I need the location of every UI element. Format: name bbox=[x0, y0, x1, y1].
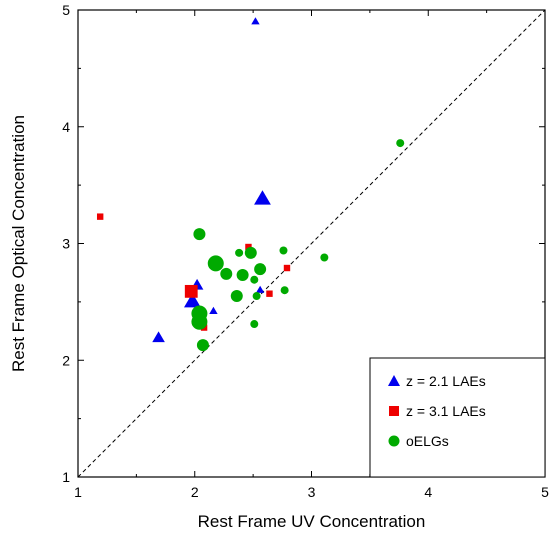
z21-lae-triangle-point bbox=[184, 292, 201, 308]
y-tick-label: 4 bbox=[62, 119, 70, 135]
oelg-circle-point bbox=[244, 246, 257, 259]
oelg-circle-point bbox=[254, 263, 267, 276]
oelg-circle-point bbox=[196, 339, 209, 352]
z31-lae-square-point bbox=[96, 213, 104, 220]
legend-circle-marker bbox=[388, 435, 400, 447]
legend-label-z31: z = 3.1 LAEs bbox=[406, 403, 486, 419]
oelg-circle-point bbox=[207, 255, 224, 272]
oelg-circle-point bbox=[193, 228, 206, 241]
z31-lae-square-point bbox=[184, 284, 198, 298]
x-axis-title: Rest Frame UV Concentration bbox=[198, 512, 426, 531]
oelg-circle-point bbox=[236, 269, 249, 282]
oelg-circle-point bbox=[280, 286, 289, 295]
oelg-circle-point bbox=[220, 267, 233, 280]
legend-square-marker bbox=[389, 406, 399, 416]
z21-lae-triangle-point bbox=[254, 190, 271, 205]
oelg-circle-point bbox=[320, 253, 329, 262]
z31-lae-square-point bbox=[283, 264, 291, 272]
x-tick-label: 4 bbox=[424, 484, 432, 500]
legend-label-oelgs: oELGs bbox=[406, 433, 449, 449]
z31-lae-square-point bbox=[266, 290, 273, 297]
data-points bbox=[96, 17, 405, 352]
one-to-one-line bbox=[77, 9, 546, 478]
oelg-circle-point bbox=[250, 320, 259, 329]
oelg-circle-point bbox=[396, 139, 405, 148]
oelg-circle-point bbox=[235, 248, 244, 257]
legend: z = 2.1 LAEs z = 3.1 LAEs oELGs bbox=[369, 357, 546, 478]
z21-lae-triangle-point bbox=[209, 306, 218, 314]
y-tick-label: 1 bbox=[62, 469, 70, 485]
z21-lae-triangle-point bbox=[255, 285, 265, 293]
x-tick-label: 2 bbox=[191, 484, 199, 500]
z21-lae-triangle-point bbox=[251, 17, 260, 25]
oelg-circle-point bbox=[191, 313, 208, 330]
z31-lae-square-point bbox=[245, 243, 252, 251]
oelg-circle-point bbox=[230, 290, 243, 303]
legend-box bbox=[369, 357, 546, 478]
x-tick-label: 5 bbox=[541, 484, 549, 500]
legend-triangle-marker bbox=[388, 375, 400, 386]
z21-lae-triangle-point bbox=[152, 331, 165, 343]
y-tick-label: 5 bbox=[62, 2, 70, 18]
x-tick-label: 1 bbox=[74, 484, 82, 500]
y-tick-label: 3 bbox=[62, 236, 70, 252]
y-tick-label: 2 bbox=[62, 352, 70, 368]
oelg-circle-point bbox=[250, 275, 259, 284]
legend-label-z21: z = 2.1 LAEs bbox=[406, 373, 486, 389]
oelg-circle-point bbox=[279, 246, 288, 255]
y-axis-title: Rest Frame Optical Concentration bbox=[9, 115, 28, 372]
x-tick-label: 3 bbox=[308, 484, 316, 500]
oelg-circle-point bbox=[252, 292, 261, 301]
